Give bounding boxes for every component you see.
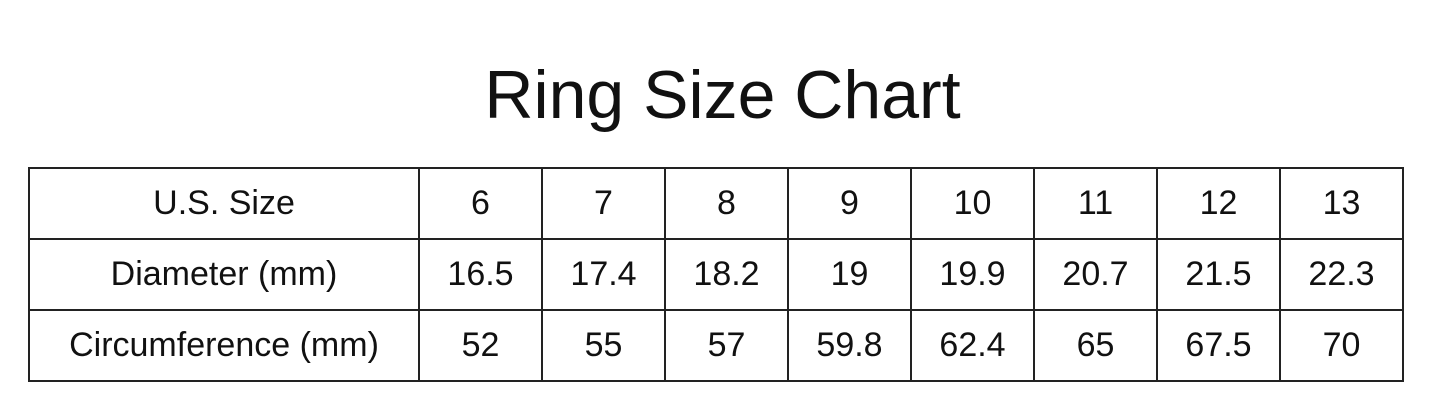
table-cell: 19: [787, 238, 912, 311]
table-cell: 9: [787, 167, 912, 240]
table-cell: 20.7: [1033, 238, 1158, 311]
table-cell: 57: [664, 309, 789, 382]
table-cell: 18.2: [664, 238, 789, 311]
row-header: Circumference (mm): [28, 309, 420, 382]
table-cell: 8: [664, 167, 789, 240]
table-cell: 13: [1279, 167, 1404, 240]
row-header: U.S. Size: [28, 167, 420, 240]
table-cell: 19.9: [910, 238, 1035, 311]
table-cell: 67.5: [1156, 309, 1281, 382]
table-cell: 21.5: [1156, 238, 1281, 311]
table-cell: 11: [1033, 167, 1158, 240]
table-cell: 16.5: [418, 238, 543, 311]
page-title: Ring Size Chart: [484, 57, 961, 133]
table-cell: 22.3: [1279, 238, 1404, 311]
table-cell: 70: [1279, 309, 1404, 382]
diameter-row: Diameter (mm) 16.5 17.4 18.2 19 19.9 20.7 21.5 2…: [28, 238, 1404, 311]
table-cell: 7: [541, 167, 666, 240]
table-cell: 55: [541, 309, 666, 382]
table-cell: 12: [1156, 167, 1281, 240]
table-cell: 6: [418, 167, 543, 240]
ring-size-table: U.S. Size 6 7 8 9 10 11 12 13 Diameter (mm) 16.5 17…: [28, 167, 1404, 382]
table-cell: 17.4: [541, 238, 666, 311]
table-cell: 10: [910, 167, 1035, 240]
table-cell: 59.8: [787, 309, 912, 382]
table-cell: 52: [418, 309, 543, 382]
circumference-row: Circumference (mm) 52 55 57 59.8 62.4 65 67.5 70: [28, 309, 1404, 382]
us-size-row: U.S. Size 6 7 8 9 10 11 12 13: [28, 167, 1404, 240]
table-cell: 62.4: [910, 309, 1035, 382]
row-header: Diameter (mm): [28, 238, 420, 311]
table-cell: 65: [1033, 309, 1158, 382]
